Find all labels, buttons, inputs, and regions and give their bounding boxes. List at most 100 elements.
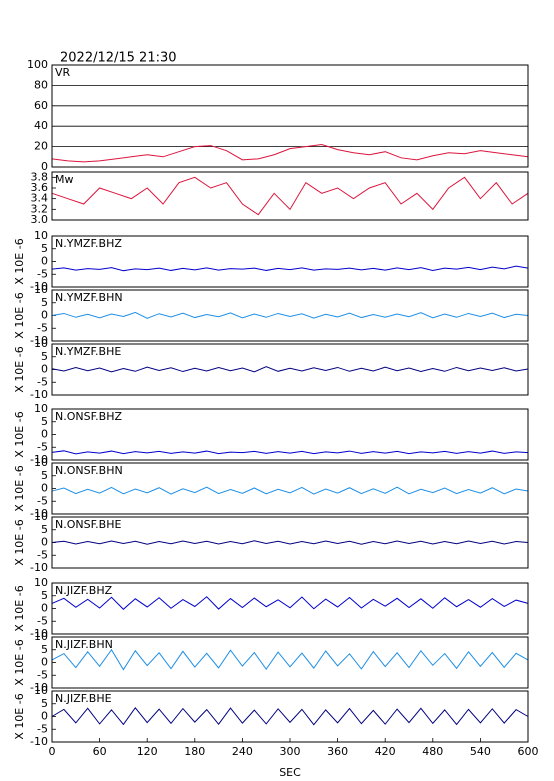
y-axis-label: X 10E -6 <box>13 292 26 338</box>
panel-frame <box>51 235 529 288</box>
y-tick-label: -5 <box>37 267 48 280</box>
y-tick-label: 10 <box>34 630 48 643</box>
y-tick-label: -10 <box>30 681 48 694</box>
y-tick-label: -10 <box>30 453 48 466</box>
panel-frame <box>51 408 529 461</box>
y-tick-label: 20 <box>34 140 48 153</box>
y-tick-label: -10 <box>30 627 48 640</box>
y-tick-label: -5 <box>37 321 48 334</box>
y-tick-label: -5 <box>37 548 48 561</box>
y-tick-label: 10 <box>34 456 48 469</box>
panel-frame <box>51 690 529 743</box>
y-axis-label: X 10E -6 <box>13 585 26 631</box>
trace <box>51 648 529 671</box>
panel-label: N.ONSF.BHZ <box>55 410 122 423</box>
y-tick-label: 5 <box>41 296 48 309</box>
y-tick-label: 10 <box>34 510 48 523</box>
y-tick-label: 5 <box>41 697 48 710</box>
x-tick-label: 180 <box>184 745 205 758</box>
y-tick-label: -10 <box>30 561 48 574</box>
y-tick-label: -10 <box>30 507 48 520</box>
y-tick-label: 0 <box>41 656 48 669</box>
panel-label: Mw <box>55 173 74 186</box>
panel-frame <box>51 171 529 221</box>
x-tick-label: 60 <box>93 745 107 758</box>
y-tick-label: -10 <box>30 388 48 401</box>
y-tick-label: -5 <box>37 614 48 627</box>
y-tick-label: 3.4 <box>31 192 49 205</box>
x-tick-label: 480 <box>422 745 443 758</box>
trace <box>51 596 529 610</box>
y-tick-label: 5 <box>41 415 48 428</box>
y-tick-label: -5 <box>37 440 48 453</box>
panel-frame <box>51 64 529 168</box>
y-tick-label: 3.0 <box>31 213 49 226</box>
y-tick-label: 3.8 <box>31 170 49 183</box>
panel-label: N.ONSF.BHN <box>55 464 123 477</box>
x-tick-label: 600 <box>518 745 539 758</box>
y-tick-label: 40 <box>34 119 48 132</box>
trace <box>51 176 529 216</box>
y-tick-label: 0 <box>41 428 48 441</box>
y-tick-label: -5 <box>37 494 48 507</box>
panel-label: N.JIZF.BHE <box>55 692 112 705</box>
y-tick-label: 10 <box>34 402 48 415</box>
panel-frame <box>51 582 529 635</box>
panel-frame <box>51 636 529 689</box>
chart-title: 2022/12/15 21:30 <box>60 51 177 66</box>
trace <box>51 144 529 163</box>
y-tick-label: 10 <box>34 337 48 350</box>
y-axis-label: X 10E -6 <box>13 639 26 685</box>
x-tick-label: 300 <box>280 745 301 758</box>
y-axis-label: X 10E -6 <box>13 411 26 457</box>
trace <box>51 366 529 373</box>
panel-frame <box>51 289 529 342</box>
y-tick-label: -10 <box>30 280 48 293</box>
panel-label: N.YMZF.BHZ <box>55 237 122 250</box>
y-tick-label: 0 <box>41 160 48 173</box>
panel-label: VR <box>55 66 71 79</box>
y-tick-label: 5 <box>41 589 48 602</box>
y-tick-label: 100 <box>27 58 48 71</box>
y-tick-label: 3.2 <box>31 202 49 215</box>
y-tick-label: 0 <box>41 710 48 723</box>
y-tick-label: 5 <box>41 242 48 255</box>
trace <box>51 486 529 495</box>
x-tick-label: 540 <box>470 745 491 758</box>
y-tick-label: -5 <box>37 722 48 735</box>
y-tick-label: 60 <box>34 99 48 112</box>
y-tick-label: 5 <box>41 643 48 656</box>
y-tick-label: 0 <box>41 536 48 549</box>
y-tick-label: 80 <box>34 78 48 91</box>
y-tick-label: 0 <box>41 602 48 615</box>
y-tick-label: 5 <box>41 523 48 536</box>
trace <box>51 265 529 272</box>
y-tick-label: -10 <box>30 334 48 347</box>
panel-label: N.YMZF.BHN <box>55 291 123 304</box>
y-tick-label: 10 <box>34 684 48 697</box>
trace <box>51 450 529 455</box>
y-tick-label: -5 <box>37 375 48 388</box>
y-axis-label: X 10E -6 <box>13 519 26 565</box>
y-tick-label: 10 <box>34 283 48 296</box>
y-tick-label: -10 <box>30 735 48 748</box>
y-axis-label: X 10E -6 <box>13 465 26 511</box>
y-axis-label: X 10E -6 <box>13 693 26 739</box>
y-tick-label: 0 <box>41 363 48 376</box>
trace <box>51 311 529 319</box>
y-axis-label: X 10E -6 <box>13 238 26 284</box>
trace <box>51 707 529 726</box>
y-tick-label: 10 <box>34 576 48 589</box>
x-tick-label: 240 <box>232 745 253 758</box>
x-tick-label: 120 <box>137 745 158 758</box>
panel-label: N.YMZF.BHE <box>55 345 121 358</box>
panel-frame <box>51 343 529 396</box>
y-tick-label: -5 <box>37 668 48 681</box>
panel-label: N.JIZF.BHN <box>55 638 113 651</box>
y-tick-label: 0 <box>41 255 48 268</box>
panel-frame <box>51 462 529 515</box>
x-axis-label: SEC <box>279 766 301 779</box>
y-tick-label: 10 <box>34 229 48 242</box>
x-tick-label: 420 <box>375 745 396 758</box>
